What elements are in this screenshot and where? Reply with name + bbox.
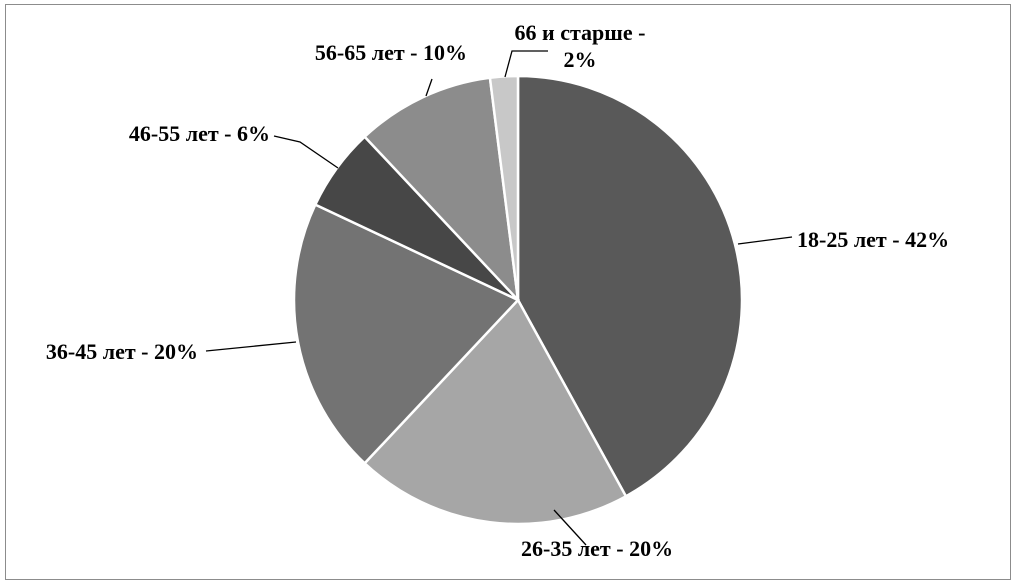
pie-slice-3 [292, 202, 521, 466]
pie-slice-5 [362, 76, 520, 304]
leader-line-4 [273, 135, 339, 169]
leader-line-2 [553, 509, 587, 546]
pie-slice-2 [362, 297, 628, 526]
data-label-4: 46-55 лет - 6% [129, 121, 270, 146]
data-label-2: 26-35 лет - 20% [521, 536, 673, 561]
data-label-line: 18-25 лет - 42% [797, 227, 949, 252]
data-label-3: 36-45 лет - 20% [46, 339, 198, 364]
data-label-line: 36-45 лет - 20% [46, 339, 198, 364]
pie-slices [292, 74, 744, 526]
leader-lines [205, 50, 793, 546]
data-label-line: 56-65 лет - 10% [315, 40, 467, 65]
data-labels: 18-25 лет - 42% 26-35 лет - 20% 36-45 лет … [46, 20, 949, 561]
pie-slice-6 [488, 74, 520, 301]
leader-line-1 [737, 236, 793, 245]
data-label-5: 56-65 лет - 10% [315, 40, 467, 65]
leader-line-3 [205, 341, 297, 352]
leader-line-6 [504, 50, 548, 78]
pie-slice-1 [516, 74, 744, 498]
data-label-1: 18-25 лет - 42% [797, 227, 949, 252]
leader-line-5 [425, 78, 433, 97]
data-label-line: 66 и старше - [515, 20, 646, 45]
data-label-line: 26-35 лет - 20% [521, 536, 673, 561]
chart-area [5, 4, 1011, 580]
data-label-6: 66 и старше -2% [515, 20, 646, 72]
data-label-line: 2% [564, 47, 597, 72]
data-label-line: 46-55 лет - 6% [129, 121, 270, 146]
